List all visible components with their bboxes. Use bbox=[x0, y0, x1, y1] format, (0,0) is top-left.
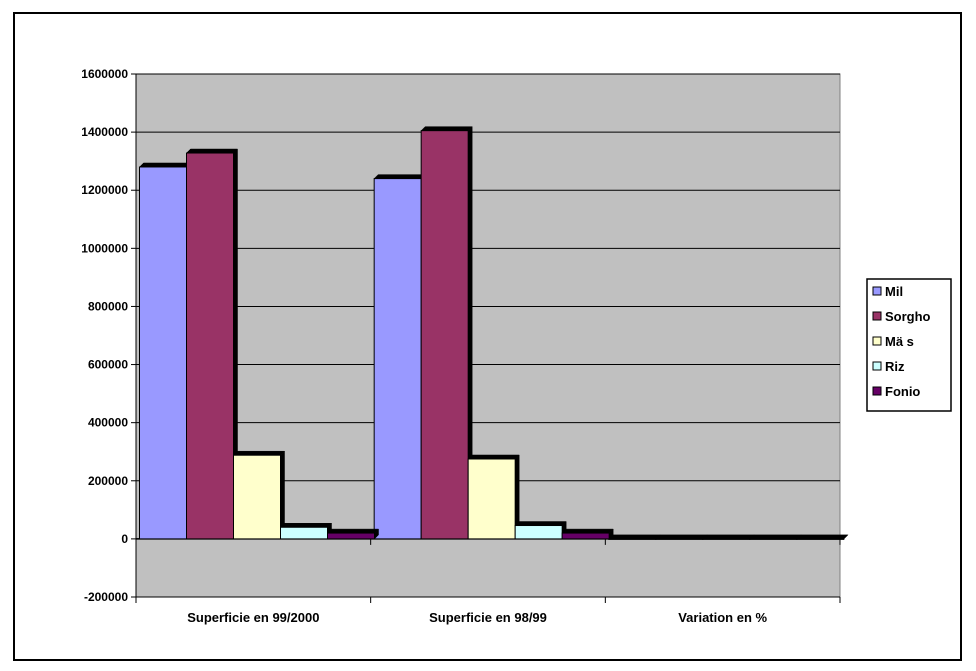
bar-front-face bbox=[561, 532, 610, 540]
bar-top-face bbox=[185, 148, 239, 154]
legend-label: Fonio bbox=[885, 384, 920, 399]
bar bbox=[185, 148, 239, 540]
bar-front-face bbox=[327, 532, 375, 540]
bar-front-face bbox=[233, 454, 281, 540]
bar bbox=[702, 534, 755, 540]
bar-front-face bbox=[608, 538, 657, 540]
legend: Mil Sorgho Mä s Riz Fonio bbox=[866, 278, 952, 412]
bar-front-face bbox=[796, 538, 845, 540]
y-tick-label: 600000 bbox=[88, 358, 128, 372]
y-tick-label: 1400000 bbox=[81, 125, 128, 139]
x-category-label: Superficie en 99/2000 bbox=[187, 610, 319, 625]
legend-label: Sorgho bbox=[885, 309, 931, 324]
bar bbox=[326, 528, 380, 540]
bar bbox=[561, 528, 614, 540]
bar-top-face bbox=[467, 454, 520, 460]
bar-front-face bbox=[186, 152, 234, 540]
bar-top-face bbox=[514, 521, 567, 526]
legend-label: Mä s bbox=[885, 334, 914, 349]
bar-top-face bbox=[138, 162, 192, 168]
bar bbox=[373, 173, 426, 540]
bar-front-face bbox=[139, 166, 187, 540]
y-tick-label: 0 bbox=[121, 532, 128, 546]
bar bbox=[232, 450, 286, 540]
bar bbox=[138, 162, 192, 540]
legend-swatch bbox=[872, 286, 882, 296]
bar-top-face bbox=[608, 534, 661, 540]
bar-front-face bbox=[420, 130, 469, 540]
bar-top-face bbox=[232, 450, 286, 456]
bar bbox=[420, 126, 473, 540]
legend-swatch bbox=[872, 386, 882, 396]
bar bbox=[749, 534, 802, 540]
bar-top-face bbox=[655, 534, 708, 540]
bars bbox=[138, 126, 849, 540]
legend-swatch bbox=[872, 311, 882, 321]
bar-top-face bbox=[702, 534, 755, 540]
bar-front-face bbox=[373, 178, 422, 540]
bar-front-face bbox=[514, 525, 563, 540]
bar bbox=[514, 520, 567, 540]
bar bbox=[467, 454, 520, 540]
legend-label: Riz bbox=[885, 359, 905, 374]
bar-top-face bbox=[326, 528, 380, 534]
y-tick-label: 400000 bbox=[88, 416, 128, 430]
legend-swatch bbox=[872, 336, 882, 346]
bar-front-face bbox=[749, 538, 798, 540]
bar-top-face bbox=[420, 126, 473, 131]
y-tick-label: 800000 bbox=[88, 299, 128, 313]
bar-top-face bbox=[373, 174, 426, 179]
bar bbox=[608, 534, 661, 540]
bar-side-face bbox=[843, 534, 849, 540]
bar bbox=[796, 534, 849, 540]
bar bbox=[655, 534, 708, 540]
y-tick-label: 200000 bbox=[88, 474, 128, 488]
bar-top-face bbox=[279, 523, 333, 528]
bar bbox=[279, 522, 333, 540]
bar-top-face bbox=[561, 528, 614, 534]
bar-top-face bbox=[796, 534, 849, 540]
y-tick-label: 1000000 bbox=[81, 241, 128, 255]
legend-swatch bbox=[872, 361, 882, 371]
bar-top-face bbox=[749, 534, 802, 540]
y-tick-label: 1200000 bbox=[81, 183, 128, 197]
axis-labels: -200000 0 200000 400000 600000 800000 1000000 1… bbox=[81, 67, 767, 625]
y-tick-label: 1600000 bbox=[81, 67, 128, 81]
bar-front-face bbox=[655, 538, 704, 540]
legend-label: Mil bbox=[885, 284, 903, 299]
bar-front-face bbox=[467, 458, 516, 540]
y-tick-label: -200000 bbox=[84, 590, 128, 604]
bar-front-face bbox=[280, 526, 328, 540]
x-category-label: Superficie en 98/99 bbox=[429, 610, 547, 625]
bar-front-face bbox=[702, 538, 751, 540]
x-category-label: Variation en % bbox=[678, 610, 767, 625]
